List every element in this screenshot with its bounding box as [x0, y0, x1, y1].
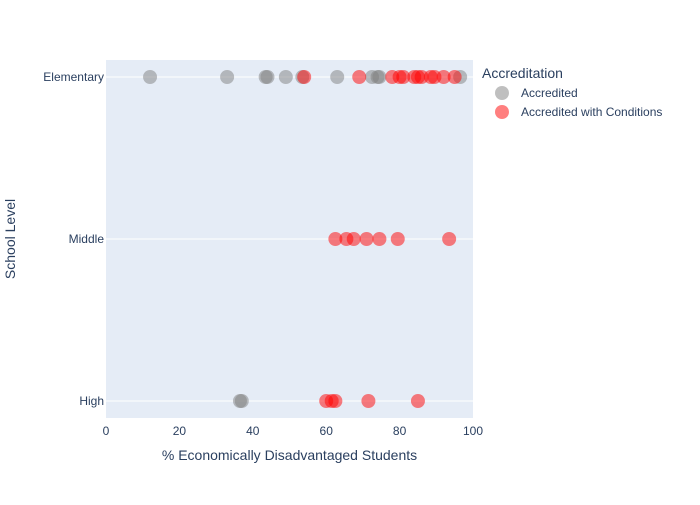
data-point-accredited	[278, 70, 293, 84]
x-tick-label: 60	[320, 424, 334, 438]
y-tick-label: Elementary	[43, 70, 104, 84]
x-tick-label: 80	[393, 424, 407, 438]
data-points	[143, 70, 468, 408]
data-point-accredited-with-conditions	[396, 70, 411, 84]
x-tick-label: 100	[463, 424, 483, 438]
data-point-accredited-with-conditions	[447, 70, 462, 84]
data-point-accredited-with-conditions	[410, 394, 425, 408]
data-point-accredited-with-conditions	[442, 232, 457, 246]
data-point-accredited	[330, 70, 345, 84]
data-point-accredited-with-conditions	[346, 232, 361, 246]
data-point-accredited-with-conditions	[390, 232, 405, 246]
x-tick-label: 40	[246, 424, 260, 438]
data-point-accredited-with-conditions	[328, 394, 343, 408]
data-point-accredited-with-conditions	[297, 70, 312, 84]
legend-marker	[495, 86, 509, 100]
data-point-accredited-with-conditions	[359, 232, 374, 246]
data-point-accredited	[220, 70, 235, 84]
legend-item[interactable]: Accredited	[495, 86, 578, 100]
legend-marker	[495, 105, 509, 119]
x-axis-label: % Economically Disadvantaged Students	[162, 447, 417, 463]
y-axis-label: School Level	[2, 199, 18, 279]
data-point-accredited-with-conditions	[372, 232, 387, 246]
data-point-accredited-with-conditions	[328, 232, 343, 246]
x-tick-label: 20	[173, 424, 187, 438]
data-point-accredited-with-conditions	[361, 394, 376, 408]
legend-title: Accreditation	[482, 65, 563, 81]
data-point-accredited	[143, 70, 158, 84]
y-tick-label: Middle	[69, 232, 105, 246]
x-tick-label: 0	[103, 424, 110, 438]
legend-item[interactable]: Accredited with Conditions	[495, 105, 662, 119]
data-point-accredited	[234, 394, 249, 408]
y-tick-label: High	[79, 394, 104, 408]
legend[interactable]: Accreditation Accredited Accredited with …	[482, 65, 662, 119]
data-point-accredited-with-conditions	[436, 70, 451, 84]
legend-label: Accredited	[521, 86, 578, 100]
data-point-accredited	[372, 70, 387, 84]
legend-label: Accredited with Conditions	[521, 105, 662, 119]
y-axis-ticks: Elementary Middle High	[43, 70, 104, 408]
x-axis-ticks: 0 20 40 60 80 100	[103, 424, 484, 438]
data-point-accredited-with-conditions	[352, 70, 367, 84]
data-point-accredited	[260, 70, 275, 84]
